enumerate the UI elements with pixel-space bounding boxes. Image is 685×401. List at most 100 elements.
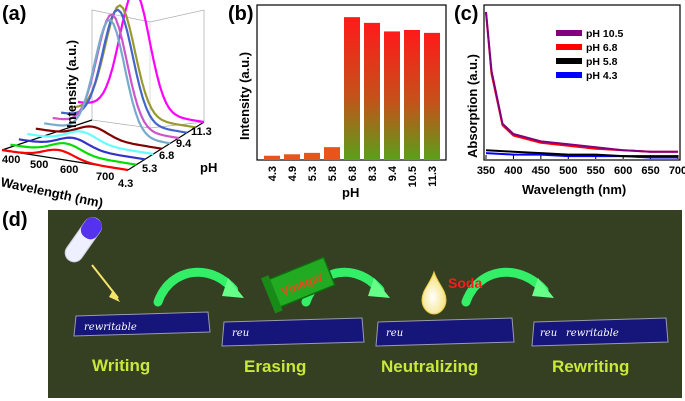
panel-c: (c) 350 400 450 500 550 600 650 700 pH 10.5 pH … [454, 3, 685, 197]
a-ztick: 11.3 [191, 126, 212, 138]
step-writing: Writing [92, 356, 150, 375]
legend-swatch [556, 72, 582, 78]
c-plot-frame [483, 4, 681, 161]
step-rewriting: Rewriting [552, 357, 629, 376]
b-xlabel: pH [342, 185, 359, 200]
a-ylabel: Intensity (a.u.) [64, 40, 79, 128]
green-arrow-icon [461, 267, 554, 307]
spectrum-line [1, 148, 129, 172]
legend-item-ph-6-8: pH 6.8 [556, 42, 618, 54]
soda-drop-icon: Soda [421, 270, 482, 315]
strip-text: reu [386, 328, 403, 339]
c-x-ticks: 350 400 450 500 550 600 650 700 [477, 155, 685, 177]
step-erasing: Erasing [244, 357, 306, 376]
b-xtick: 4.9 [287, 166, 299, 181]
waterfall-plot [1, 0, 205, 172]
bar-9.4 [384, 31, 400, 160]
spectrum-line [77, 0, 205, 124]
a-z-ticks: 4.3 5.3 6.8 9.4 11.3 [118, 126, 212, 190]
strip-neutralizing: reu [375, 317, 515, 347]
panel-b-label: (b) [228, 3, 254, 25]
b-xtick: 10.5 [407, 166, 419, 187]
bar-11.3 [424, 32, 440, 160]
panel-d: (d) Vinegar [2, 209, 682, 398]
legend-label: pH 6.8 [586, 42, 618, 54]
strip-text: reu [540, 328, 557, 339]
c-xlabel: Wavelength (nm) [522, 182, 626, 197]
legend-item-ph-5-8: pH 5.8 [556, 56, 618, 68]
b-xtick: 6.8 [347, 166, 359, 181]
legend-label: pH 5.8 [586, 56, 618, 68]
step-neutralizing: Neutralizing [381, 357, 478, 376]
b-xtick: 9.4 [387, 165, 399, 181]
spectrum-line [44, 18, 171, 145]
a-ztick: 4.3 [118, 178, 133, 190]
c-legend: pH 10.5 pH 6.8 pH 5.8 pH 4.3 [556, 28, 624, 82]
spectrum-line [27, 130, 154, 156]
a-xlabel: Wavelength (nm) [0, 174, 104, 210]
bar-5.3 [304, 152, 320, 160]
a-zlabel: pH [200, 160, 217, 175]
a-ztick: 9.4 [176, 138, 192, 150]
c-xtick: 650 [641, 165, 659, 177]
b-xtick: 5.8 [327, 166, 339, 181]
spectrum-line [18, 136, 146, 161]
bar-10.5 [404, 30, 420, 160]
series-line [485, 152, 678, 159]
series-line [485, 11, 678, 153]
b-x-ticks: 4.3 4.9 5.3 5.8 6.8 8.3 9.4 10.5 11.3 [267, 165, 439, 187]
a-ztick: 6.8 [159, 150, 174, 162]
strip-text: rewritable [84, 322, 137, 333]
a-xtick: 700 [96, 171, 114, 183]
uv-pen-icon [64, 217, 103, 263]
panel-d-background [48, 210, 682, 398]
bar-8.3 [364, 22, 380, 160]
spectrum-line [35, 125, 162, 150]
strip-rewriting: reu rewritable [531, 317, 669, 347]
panel-d-label: (d) [2, 209, 28, 231]
c-xtick: 400 [504, 165, 522, 177]
panel-a: (a) 400 500 600 700 4.3 5.3 6.8 9.4 11.3… [0, 0, 217, 211]
b-xtick: 4.3 [267, 166, 279, 181]
bar-6.8 [344, 17, 360, 161]
series-line [485, 149, 678, 158]
c-xtick: 550 [587, 165, 605, 177]
b-xtick: 8.3 [367, 166, 379, 181]
panel-b: (b) 4.3 4.9 5.3 5.8 6.8 8.3 9.4 10.5 11.3 pH Int… [228, 3, 447, 200]
strip-erasing: reu [221, 317, 365, 347]
legend-item-ph-4-3: pH 4.3 [556, 70, 618, 82]
a-xtick: 400 [2, 154, 20, 166]
a-x-ticks: 400 500 600 700 [2, 154, 114, 183]
green-arrow-icon [153, 267, 244, 307]
c-ylabel: Absorption (a.u.) [465, 54, 480, 158]
c-lines [485, 11, 678, 159]
bar-5.8 [324, 147, 340, 160]
soda-label: Soda [448, 275, 482, 291]
panel-c-label: (c) [454, 3, 478, 25]
c-xtick: 700 [669, 165, 685, 177]
b-xtick: 5.3 [307, 166, 319, 181]
legend-label: pH 4.3 [586, 70, 618, 82]
legend-swatch [556, 30, 582, 36]
b-ylabel: Intensity (a.u.) [237, 52, 252, 140]
a-ztick: 5.3 [142, 163, 157, 175]
yellow-arrow-icon [91, 264, 120, 302]
strip-text: rewritable [566, 328, 619, 339]
c-xtick: 500 [559, 165, 577, 177]
panel-a-label: (a) [2, 3, 26, 25]
c-xtick: 350 [477, 165, 495, 177]
b-bars [264, 17, 440, 161]
legend-item-ph-10-5: pH 10.5 [556, 28, 624, 40]
bar-4.9 [284, 154, 300, 160]
a-xtick: 600 [60, 164, 78, 176]
strip-writing: rewritable [73, 311, 211, 337]
legend-swatch [556, 44, 582, 50]
strip-text: reu [232, 328, 249, 339]
spectrum-line [69, 4, 196, 129]
spectrum-line [10, 142, 137, 166]
spectrum-line [52, 13, 179, 140]
c-xtick: 450 [532, 165, 550, 177]
legend-label: pH 10.5 [586, 28, 624, 40]
c-xtick: 600 [614, 165, 632, 177]
